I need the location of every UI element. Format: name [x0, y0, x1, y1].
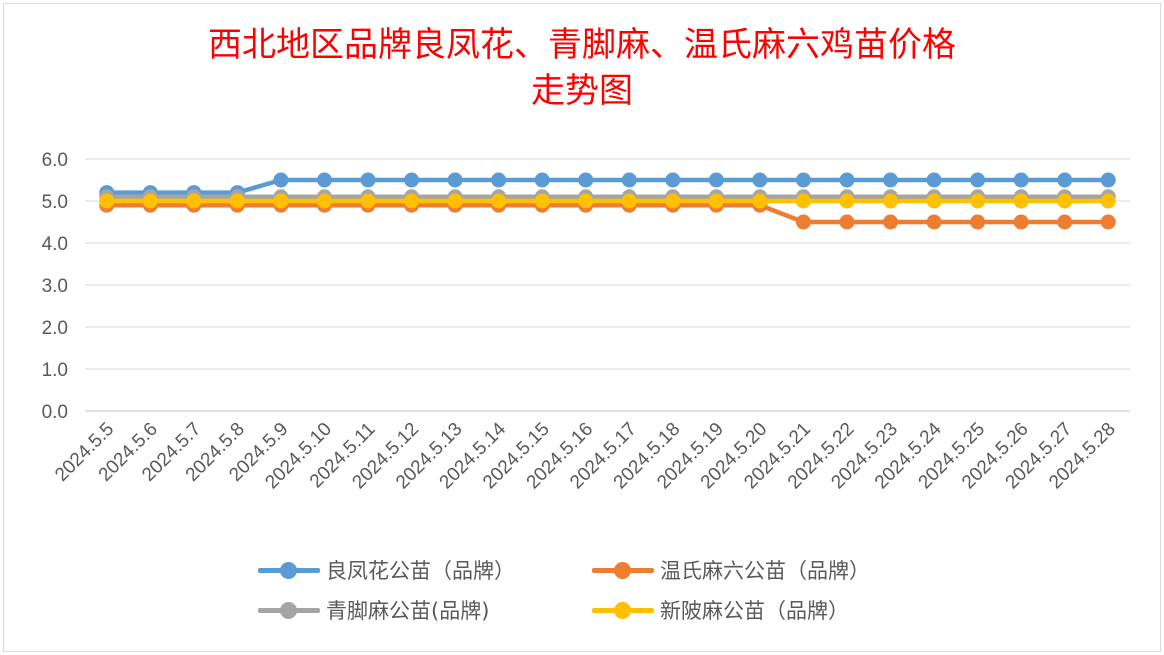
series-4-point	[447, 193, 463, 209]
series-1-point	[316, 172, 332, 188]
chart-title-line-1: 西北地区品牌良凤花、青脚麻、温氏麻六鸡苗价格	[208, 25, 956, 65]
series-1-point	[665, 172, 681, 188]
legend-item-series-3: 青脚麻公苗(品牌)	[258, 592, 489, 628]
series-4-point	[1100, 193, 1116, 209]
series-2-point	[1100, 214, 1116, 230]
series-4-point	[491, 193, 507, 209]
series-1-point	[883, 172, 899, 188]
series-4-point	[665, 193, 681, 209]
series-1-point	[534, 172, 550, 188]
series-4-point	[534, 193, 550, 209]
series-4-point	[99, 193, 115, 209]
series-1-point	[273, 172, 289, 188]
series-1-point	[404, 172, 420, 188]
series-4-point	[142, 193, 158, 209]
series-2-point	[970, 214, 986, 230]
series-4-point	[708, 193, 724, 209]
series-2-point	[1013, 214, 1029, 230]
series-4-point	[926, 193, 942, 209]
legend-item-series-4: 新陂麻公苗（品牌）	[592, 592, 849, 628]
series-1-point	[1013, 172, 1029, 188]
chart-title: 西北地区品牌良凤花、青脚麻、温氏麻六鸡苗价格 走势图	[0, 22, 1164, 114]
series-4-point	[795, 193, 811, 209]
y-tick-label: 1.0	[42, 360, 68, 381]
series-1-point	[839, 172, 855, 188]
series-1-point	[970, 172, 986, 188]
series-line-1	[104, 177, 1111, 195]
legend-label-series-1: 良凤花公苗（品牌）	[326, 559, 515, 583]
series-4-point	[273, 193, 289, 209]
series-4-point	[316, 193, 332, 209]
series-line-2	[104, 202, 1111, 225]
series-2-point	[839, 214, 855, 230]
series-4-point	[839, 193, 855, 209]
y-tick-label: 6.0	[42, 150, 68, 171]
series-1-point	[1057, 172, 1073, 188]
series-4-point	[752, 193, 768, 209]
series-1-point	[926, 172, 942, 188]
legend-swatch-series-4	[592, 600, 654, 620]
series-1-point	[360, 172, 376, 188]
series-2-point	[795, 214, 811, 230]
y-tick-label: 5.0	[42, 192, 68, 213]
y-tick-label: 2.0	[42, 318, 68, 339]
series-4-point	[360, 193, 376, 209]
series-1-point	[578, 172, 594, 188]
y-tick-label: 4.0	[42, 234, 68, 255]
series-4-point	[621, 193, 637, 209]
series-4-point	[970, 193, 986, 209]
chart-title-line-2: 走势图	[531, 71, 633, 111]
series-4-point	[186, 193, 202, 209]
series-1-point	[491, 172, 507, 188]
y-tick-label: 0.0	[42, 402, 68, 423]
y-tick-label: 3.0	[42, 276, 68, 297]
series-1-point	[752, 172, 768, 188]
series-1-point	[621, 172, 637, 188]
series-4-point	[229, 193, 245, 209]
series-4-point	[1013, 193, 1029, 209]
legend-swatch-series-1	[258, 560, 320, 580]
legend-swatch-series-2	[592, 560, 654, 580]
legend-label-series-3: 青脚麻公苗(品牌)	[326, 599, 490, 623]
legend-label-series-2: 温氏麻六公苗（品牌）	[660, 559, 870, 583]
series-1-point	[447, 172, 463, 188]
series-2-point	[883, 214, 899, 230]
series-4-point	[404, 193, 420, 209]
legend-label-series-4: 新陂麻公苗（品牌）	[660, 599, 849, 623]
legend-item-series-2: 温氏麻六公苗（品牌）	[592, 552, 870, 588]
series-2-point	[926, 214, 942, 230]
series-2-point	[1057, 214, 1073, 230]
legend-item-series-1: 良凤花公苗（品牌）	[258, 552, 515, 588]
series-1-point	[1100, 172, 1116, 188]
series-4-point	[578, 193, 594, 209]
series-4-point	[1057, 193, 1073, 209]
series-1-point	[795, 172, 811, 188]
series-4-point	[883, 193, 899, 209]
series-1-point	[708, 172, 724, 188]
legend-swatch-series-3	[258, 600, 320, 620]
